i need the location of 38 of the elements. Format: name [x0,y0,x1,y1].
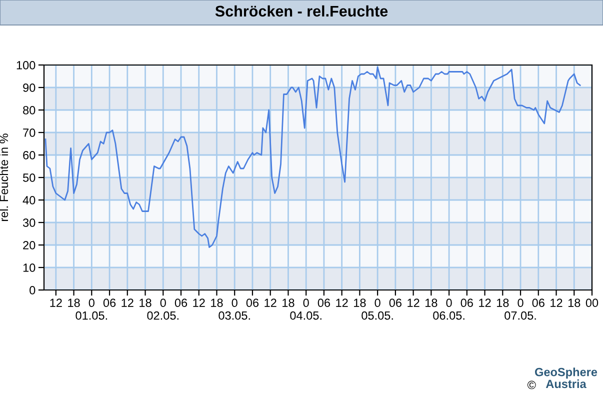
x-tick-label: 18 [568,298,580,308]
x-tick-label: 12 [408,298,420,307]
chart-title: Schröcken - rel.Feuchte [215,5,388,17]
y-tick-label: 90 [23,84,36,92]
x-tick-label: 18 [496,298,509,308]
x-tick-label: 18 [354,298,366,308]
x-tick-label: 18 [140,298,152,308]
x-tick-label: 12 [479,298,491,307]
y-tick-label: 70 [23,128,36,137]
x-tick-label: 06 [246,298,259,308]
x-tick-label: 00 [586,298,598,308]
x-tick-label: 12 [264,298,276,307]
y-tick-label: 60 [23,151,36,160]
x-tick-label: 12 [50,298,62,307]
x-tick-label: 06 [103,298,116,308]
x-tick-label: 12 [193,298,205,307]
x-tick-label: 06 [532,298,544,308]
x-tick-label: 06 [174,298,188,308]
x-tick-label: 18 [68,298,80,308]
x-tick-label: 18 [211,298,223,308]
x-tick-label: 18 [282,298,294,308]
x-tick-label: 06 [318,298,330,308]
x-tick-label: 12 [550,298,562,307]
x-tick-label: 18 [426,298,438,308]
y-tick-label: 40 [22,196,36,204]
y-tick-label: 50 [23,174,36,182]
x-tick-label: 06 [389,298,402,308]
y-tick-label: 0 [30,286,36,294]
y-tick-label: 30 [22,218,36,227]
x-tick-label: 06 [460,298,473,308]
x-tick-label: 12 [122,298,134,307]
y-tick-label: 80 [23,106,36,114]
y-tick-label: 100 [16,61,36,70]
text: GeoSphere Austria [534,368,598,388]
text: © [527,380,536,390]
y-tick-label: 20 [23,241,36,250]
y-tick-label: 10 [23,264,36,272]
x-tick-label: 12 [336,298,348,307]
